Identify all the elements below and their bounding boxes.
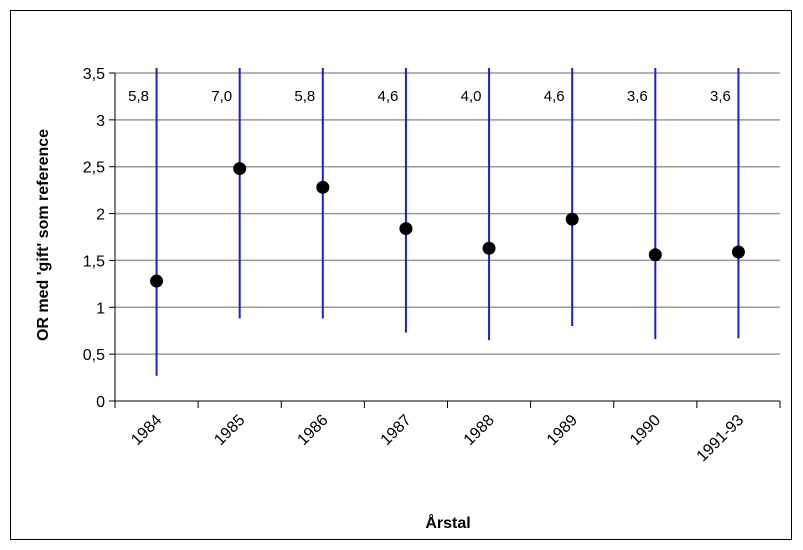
- ci-upper-label: 7,0: [211, 88, 232, 105]
- y-tick-label: 2,5: [83, 160, 105, 177]
- ci-upper-label: 5,8: [128, 88, 149, 105]
- x-tick-label: 1988: [461, 412, 498, 449]
- data-point: [565, 212, 579, 226]
- y-tick-labels: 0 0,5 1 1,5 2 2,5 3 3,5: [83, 66, 105, 411]
- y-tick-label: 1,5: [83, 253, 105, 270]
- y-tick-label: 2: [96, 207, 105, 224]
- y-tick-label: 3: [96, 113, 105, 130]
- ci-upper-labels: 5,8 7,0 5,8 4,6 4,0 4,6 3,6 3,6: [128, 88, 731, 105]
- x-tick-label: 1986: [294, 412, 331, 449]
- data-point: [233, 162, 247, 176]
- x-tick-label: 1989: [544, 412, 581, 449]
- data-point: [316, 180, 330, 194]
- data-point: [731, 245, 745, 259]
- y-tick-label: 0,5: [83, 347, 105, 364]
- axes: [109, 72, 781, 408]
- y-axis-title: OR med 'gift' som reference: [35, 129, 52, 341]
- x-tick-label: 1987: [378, 412, 415, 449]
- ci-upper-label: 4,6: [378, 88, 399, 105]
- chart-frame: [10, 10, 792, 540]
- x-tick-label: 1985: [211, 412, 248, 449]
- ci-upper-label: 3,6: [710, 88, 731, 105]
- data-point: [482, 241, 496, 255]
- confidence-intervals: [155, 68, 740, 376]
- y-tick-label: 3,5: [83, 66, 105, 83]
- data-point: [399, 222, 413, 236]
- y-tick-label: 1: [96, 300, 105, 317]
- x-tick-labels: 1984 1985 1986 1987 1988 1989 1990 1991-93: [128, 412, 747, 466]
- ci-upper-label: 4,0: [461, 88, 482, 105]
- ci-upper-label: 5,8: [294, 88, 315, 105]
- y-tick-label: 0: [96, 394, 105, 411]
- x-tick-label: 1990: [627, 412, 664, 449]
- data-point: [648, 248, 662, 262]
- data-points: [150, 162, 745, 288]
- ci-upper-label: 3,6: [627, 88, 648, 105]
- data-point: [150, 274, 164, 288]
- x-tick-label: 1984: [128, 412, 165, 449]
- grid-lines: [115, 72, 780, 355]
- ci-upper-label: 4,6: [544, 88, 565, 105]
- x-tick-label: 1991-93: [694, 412, 748, 466]
- x-axis-title: Årstal: [425, 513, 470, 532]
